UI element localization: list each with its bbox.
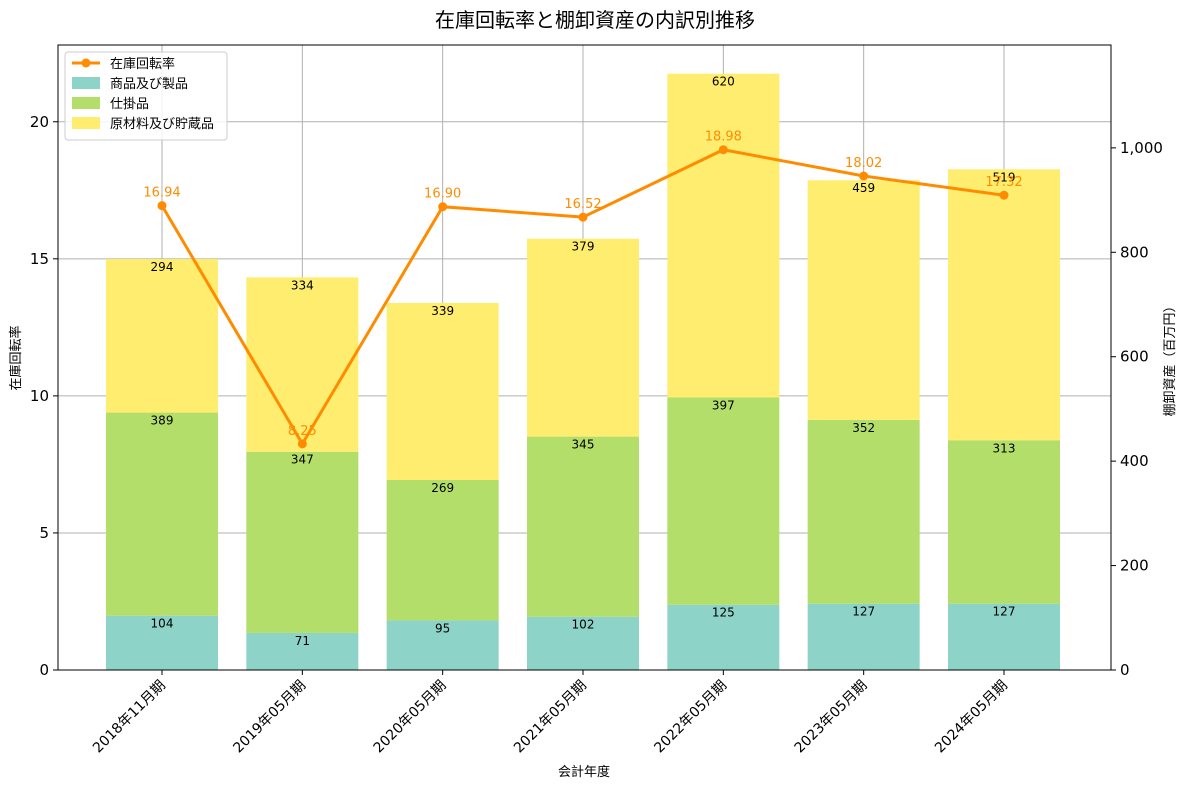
x-axis-label: 会計年度	[558, 764, 610, 780]
bar-value-label: 339	[431, 304, 454, 318]
turnover-value-label: 18.02	[845, 156, 882, 171]
x-tick-label: 2019年05月期	[230, 678, 309, 757]
bar-segment	[667, 73, 780, 398]
legend-label: 仕掛品	[110, 97, 149, 112]
bar-value-label: 102	[572, 618, 595, 632]
bar-value-label: 459	[852, 181, 875, 195]
turnover-value-label: 16.94	[143, 186, 180, 201]
bar-value-label: 347	[291, 453, 314, 467]
bar-value-label: 345	[572, 438, 595, 452]
bar-segment	[667, 397, 780, 605]
bar-segment	[246, 451, 359, 633]
bar-segment	[527, 616, 639, 670]
bar-value-label: 104	[151, 617, 174, 631]
turnover-point	[999, 190, 1009, 200]
turnover-point	[157, 201, 167, 211]
turnover-value-label: 16.90	[424, 187, 461, 202]
y-left-tick-label: 20	[30, 113, 49, 131]
bar-value-label: 95	[435, 621, 450, 635]
bar-value-label: 269	[431, 481, 454, 495]
bar-value-label: 294	[151, 260, 174, 274]
bar-value-label: 389	[151, 414, 174, 428]
y-axis-right-label: 棚卸資産（百万円）	[1162, 299, 1178, 416]
bar-value-label: 125	[712, 606, 735, 620]
y-right-tick-label: 400	[1120, 452, 1149, 470]
turnover-value-label: 16.52	[564, 197, 601, 212]
turnover-value-label: 17.32	[985, 175, 1022, 190]
bar-segment	[807, 603, 920, 670]
turnover-line: 16.94 8.25 16.90 16.52 18.98 18.02 17.32	[143, 130, 1023, 449]
bar-value-label: 334	[291, 278, 314, 292]
y-right-tick-label: 200	[1120, 557, 1149, 575]
y-axis-left-label: 在庫回転率	[8, 325, 24, 390]
bar-segment	[807, 419, 920, 604]
bar-value-label: 313	[993, 441, 1016, 455]
x-tick-label: 2023年05月期	[792, 678, 871, 757]
bar-segment	[246, 277, 359, 452]
bar-value-label: 397	[712, 398, 735, 412]
y-left-tick-label: 10	[30, 387, 49, 405]
bar-segment	[386, 302, 499, 480]
y-right-tick-label: 1,000	[1120, 139, 1163, 157]
bar-segment	[807, 180, 920, 420]
bar-segment	[527, 436, 639, 617]
y-right-tick-label: 0	[1120, 661, 1130, 679]
chart-title: 在庫回転率と棚卸資産の内訳別推移	[435, 8, 755, 32]
y-left-tick-label: 15	[30, 250, 49, 268]
bar-segment	[106, 259, 218, 413]
legend-bar-swatch	[72, 97, 100, 109]
stacked-bars	[106, 73, 1060, 670]
legend-bar-swatch	[72, 77, 100, 89]
bar-value-label: 127	[852, 605, 875, 619]
bar-value-label: 71	[295, 634, 310, 648]
turnover-point	[438, 202, 448, 212]
bar-segment	[386, 620, 499, 670]
bar-value-labels: 104 389 294 71 347 334 95 269 339 102 345 379 125 397…	[151, 75, 1016, 648]
legend-box	[64, 51, 228, 141]
turnover-point	[578, 212, 588, 222]
bar-segment	[667, 604, 780, 670]
legend-label: 商品及び製品	[110, 77, 188, 92]
bar-value-label: 519	[993, 170, 1016, 184]
bar-segment	[527, 238, 639, 437]
bar-segment	[386, 479, 499, 621]
bar-segment	[106, 412, 218, 616]
x-tick-label: 2020年05月期	[371, 678, 450, 757]
turnover-point	[718, 145, 728, 155]
x-tick-label: 2018年11月期	[90, 678, 169, 757]
legend-label: 原材料及び貯蔵品	[110, 117, 214, 132]
legend-bar-swatch	[72, 117, 100, 129]
turnover-point	[297, 439, 307, 449]
turnover-value-label: 18.98	[705, 130, 742, 145]
bar-segment	[246, 632, 359, 670]
turnover-point	[859, 171, 869, 181]
y-left-tick-label: 0	[39, 661, 49, 679]
bar-segment	[948, 440, 1060, 604]
legend-line-marker	[81, 58, 91, 68]
x-tick-label: 2022年05月期	[651, 678, 730, 757]
bar-segment	[948, 603, 1060, 670]
x-tick-label: 2024年05月期	[932, 678, 1011, 757]
bar-value-label: 352	[852, 421, 875, 435]
plot-frame	[57, 44, 1112, 671]
bar-value-label: 127	[993, 605, 1016, 619]
y-right-tick-label: 800	[1120, 243, 1149, 261]
y-left-tick-label: 5	[39, 524, 49, 542]
y-right-tick-label: 600	[1120, 348, 1149, 366]
x-tick-label: 2021年05月期	[511, 678, 590, 757]
bar-segment	[106, 615, 218, 670]
bar-value-label: 379	[572, 240, 595, 254]
bar-segment	[948, 169, 1060, 441]
legend-label: 在庫回転率	[110, 56, 175, 72]
turnover-value-label: 8.25	[288, 424, 317, 439]
bar-value-label: 620	[712, 75, 735, 89]
